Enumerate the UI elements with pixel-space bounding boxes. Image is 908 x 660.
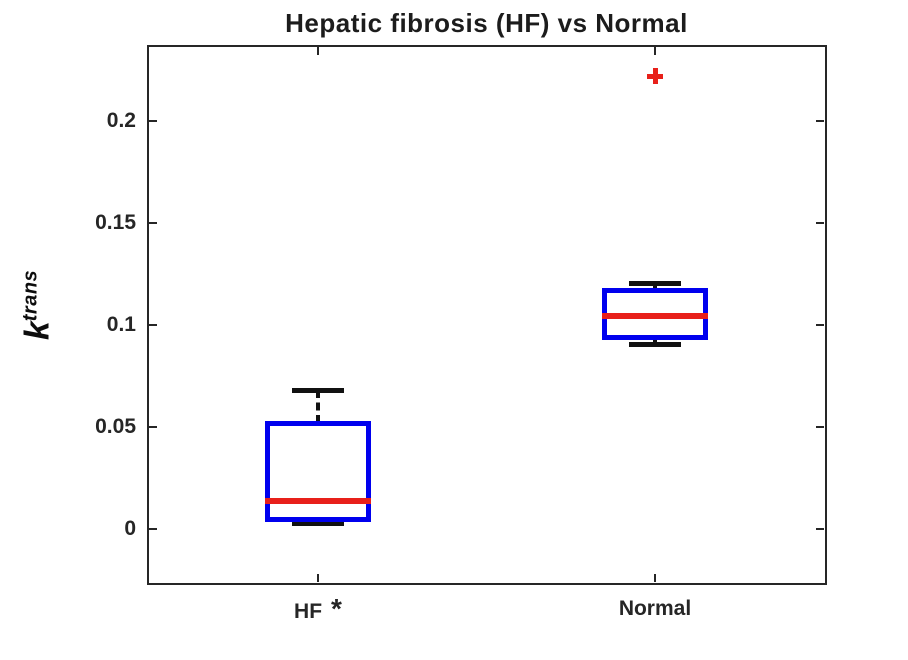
y-tick-left: [149, 324, 157, 326]
y-tick-right: [816, 120, 824, 122]
x-category-text: HF: [294, 600, 323, 623]
y-tick-right: [816, 222, 824, 224]
upper-whisker-cap-normal: [629, 281, 681, 286]
lower-whisker-normal: [653, 337, 657, 344]
y-tick-right: [816, 426, 824, 428]
outlier-marker-normal: [647, 68, 663, 84]
median-line-normal: [602, 313, 708, 319]
iqr-box-hf: [265, 421, 371, 522]
upper-whisker-cap-hf: [292, 388, 344, 393]
y-tick-label: 0.2: [106, 109, 136, 132]
y-tick-left: [149, 426, 157, 428]
upper-whisker-hf: [316, 390, 320, 423]
x-tick-top: [317, 47, 319, 55]
y-tick-right: [816, 528, 824, 530]
y-tick-label: 0: [124, 517, 136, 540]
median-line-hf: [265, 498, 371, 504]
lower-whisker-cap-normal: [629, 342, 681, 347]
y-tick-right: [816, 324, 824, 326]
y-tick-label: 0.1: [106, 313, 136, 336]
y-tick-left: [149, 222, 157, 224]
x-tick-bottom: [317, 574, 319, 582]
y-tick-label: 0.15: [95, 211, 136, 234]
upper-whisker-normal: [653, 283, 657, 290]
x-category-label-normal: Normal: [545, 596, 765, 622]
x-category-label-hf: HF *: [208, 593, 428, 625]
chart-title: Hepatic fibrosis (HF) vs Normal: [285, 8, 688, 38]
x-tick-top: [654, 47, 656, 55]
significance-marker: *: [331, 593, 342, 624]
outlier-plus-vertical: [652, 68, 658, 84]
plot-area: [147, 45, 827, 585]
y-tick-left: [149, 528, 157, 530]
lower-whisker-cap-hf: [292, 521, 344, 526]
x-tick-bottom: [654, 574, 656, 582]
x-category-text: Normal: [618, 597, 692, 620]
y-tick-left: [149, 120, 157, 122]
y-tick-label: 0.05: [95, 415, 136, 438]
